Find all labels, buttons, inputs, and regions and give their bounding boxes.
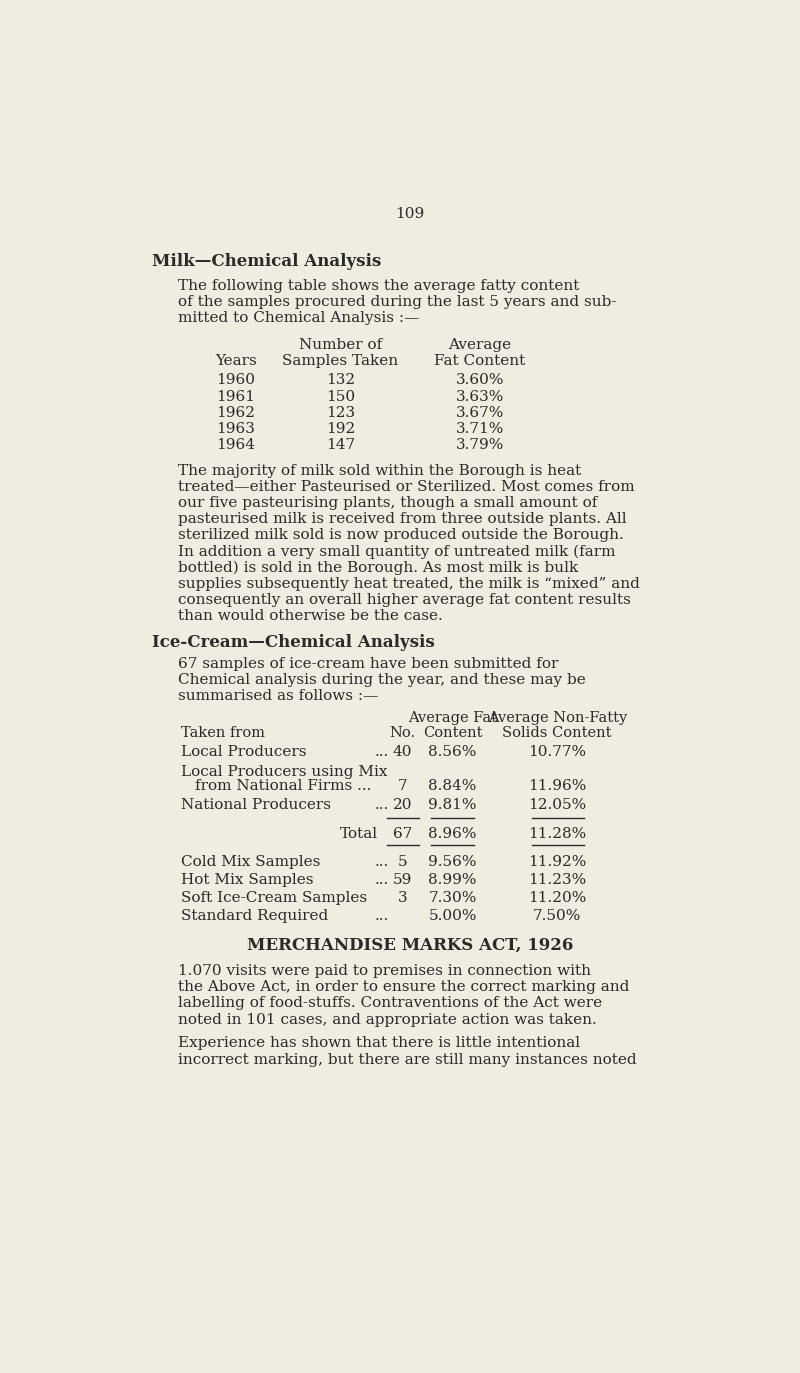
Text: 11.96%: 11.96% xyxy=(528,780,586,794)
Text: 67: 67 xyxy=(393,827,412,840)
Text: 7: 7 xyxy=(398,780,407,794)
Text: Years: Years xyxy=(214,354,257,368)
Text: 12.05%: 12.05% xyxy=(528,799,586,813)
Text: ...: ... xyxy=(375,873,390,887)
Text: Hot Mix Samples: Hot Mix Samples xyxy=(182,873,314,887)
Text: 192: 192 xyxy=(326,422,355,437)
Text: bottled) is sold in the Borough. As most milk is bulk: bottled) is sold in the Borough. As most… xyxy=(178,560,578,575)
Text: 3.79%: 3.79% xyxy=(455,438,504,452)
Text: 7.50%: 7.50% xyxy=(533,909,582,923)
Text: The majority of milk sold within the Borough is heat: The majority of milk sold within the Bor… xyxy=(178,464,581,478)
Text: noted in 101 cases, and appropriate action was taken.: noted in 101 cases, and appropriate acti… xyxy=(178,1012,596,1027)
Text: 11.20%: 11.20% xyxy=(528,891,586,905)
Text: 20: 20 xyxy=(393,799,412,813)
Text: 3: 3 xyxy=(398,891,407,905)
Text: 3.60%: 3.60% xyxy=(455,373,504,387)
Text: Soft Ice-Cream Samples: Soft Ice-Cream Samples xyxy=(182,891,367,905)
Text: Milk—Chemical Analysis: Milk—Chemical Analysis xyxy=(152,253,381,270)
Text: the Above Act, in order to ensure the correct marking and: the Above Act, in order to ensure the co… xyxy=(178,980,629,994)
Text: 147: 147 xyxy=(326,438,355,452)
Text: pasteurised milk is received from three outside plants. All: pasteurised milk is received from three … xyxy=(178,512,626,526)
Text: from National Firms ...: from National Firms ... xyxy=(195,780,372,794)
Text: 1962: 1962 xyxy=(216,406,255,420)
Text: consequently an overall higher average fat content results: consequently an overall higher average f… xyxy=(178,593,630,607)
Text: ...: ... xyxy=(375,746,390,759)
Text: Average Fat: Average Fat xyxy=(408,711,497,725)
Text: incorrect marking, but there are still many instances noted: incorrect marking, but there are still m… xyxy=(178,1053,636,1067)
Text: 8.56%: 8.56% xyxy=(429,746,477,759)
Text: 10.77%: 10.77% xyxy=(528,746,586,759)
Text: 67 samples of ice-cream have been submitted for: 67 samples of ice-cream have been submit… xyxy=(178,656,558,671)
Text: National Producers: National Producers xyxy=(182,799,331,813)
Text: supplies subsequently heat treated, the milk is “mixed” and: supplies subsequently heat treated, the … xyxy=(178,577,639,590)
Text: summarised as follows :—: summarised as follows :— xyxy=(178,689,378,703)
Text: Fat Content: Fat Content xyxy=(434,354,526,368)
Text: 11.92%: 11.92% xyxy=(528,855,586,869)
Text: Solids Content: Solids Content xyxy=(502,726,612,740)
Text: treated—either Pasteurised or Sterilized. Most comes from: treated—either Pasteurised or Sterilized… xyxy=(178,479,634,494)
Text: 1961: 1961 xyxy=(216,390,255,404)
Text: 109: 109 xyxy=(395,207,425,221)
Text: 1960: 1960 xyxy=(216,373,255,387)
Text: 40: 40 xyxy=(393,746,412,759)
Text: of the samples procured during the last 5 years and sub-: of the samples procured during the last … xyxy=(178,295,616,309)
Text: 9.56%: 9.56% xyxy=(428,855,477,869)
Text: Average Non-Fatty: Average Non-Fatty xyxy=(488,711,627,725)
Text: ...: ... xyxy=(375,799,390,813)
Text: sterilized milk sold is now produced outside the Borough.: sterilized milk sold is now produced out… xyxy=(178,529,623,542)
Text: Samples Taken: Samples Taken xyxy=(282,354,398,368)
Text: 5.00%: 5.00% xyxy=(428,909,477,923)
Text: Local Producers: Local Producers xyxy=(182,746,307,759)
Text: No.: No. xyxy=(389,726,415,740)
Text: ...: ... xyxy=(375,909,390,923)
Text: 1964: 1964 xyxy=(216,438,255,452)
Text: MERCHANDISE MARKS ACT, 1926: MERCHANDISE MARKS ACT, 1926 xyxy=(247,936,573,954)
Text: Taken from: Taken from xyxy=(182,726,266,740)
Text: 132: 132 xyxy=(326,373,355,387)
Text: ...: ... xyxy=(375,855,390,869)
Text: 1.070 visits were paid to premises in connection with: 1.070 visits were paid to premises in co… xyxy=(178,964,590,978)
Text: mitted to Chemical Analysis :—: mitted to Chemical Analysis :— xyxy=(178,312,419,325)
Text: 11.28%: 11.28% xyxy=(528,827,586,840)
Text: 5: 5 xyxy=(398,855,407,869)
Text: labelling of food-stuffs. Contraventions of the Act were: labelling of food-stuffs. Contraventions… xyxy=(178,997,602,1011)
Text: 150: 150 xyxy=(326,390,355,404)
Text: Ice-Cream—Chemical Analysis: Ice-Cream—Chemical Analysis xyxy=(152,634,434,651)
Text: Content: Content xyxy=(423,726,482,740)
Text: 3.63%: 3.63% xyxy=(455,390,504,404)
Text: 8.84%: 8.84% xyxy=(429,780,477,794)
Text: our five pasteurising plants, though a small amount of: our five pasteurising plants, though a s… xyxy=(178,496,597,509)
Text: 7.30%: 7.30% xyxy=(429,891,477,905)
Text: Average: Average xyxy=(448,338,511,351)
Text: 1963: 1963 xyxy=(216,422,255,437)
Text: Number of: Number of xyxy=(298,338,382,351)
Text: Local Producers using Mix: Local Producers using Mix xyxy=(182,765,388,778)
Text: Standard Required: Standard Required xyxy=(182,909,329,923)
Text: 9.81%: 9.81% xyxy=(428,799,477,813)
Text: 8.99%: 8.99% xyxy=(428,873,477,887)
Text: 3.71%: 3.71% xyxy=(455,422,504,437)
Text: In addition a very small quantity of untreated milk (farm: In addition a very small quantity of unt… xyxy=(178,544,615,559)
Text: The following table shows the average fatty content: The following table shows the average fa… xyxy=(178,279,579,292)
Text: 59: 59 xyxy=(393,873,412,887)
Text: 3.67%: 3.67% xyxy=(455,406,504,420)
Text: Chemical analysis during the year, and these may be: Chemical analysis during the year, and t… xyxy=(178,673,586,686)
Text: Experience has shown that there is little intentional: Experience has shown that there is littl… xyxy=(178,1037,580,1050)
Text: 11.23%: 11.23% xyxy=(528,873,586,887)
Text: than would otherwise be the case.: than would otherwise be the case. xyxy=(178,610,442,623)
Text: Cold Mix Samples: Cold Mix Samples xyxy=(182,855,321,869)
Text: 8.96%: 8.96% xyxy=(428,827,477,840)
Text: Total: Total xyxy=(340,827,378,840)
Text: 123: 123 xyxy=(326,406,355,420)
